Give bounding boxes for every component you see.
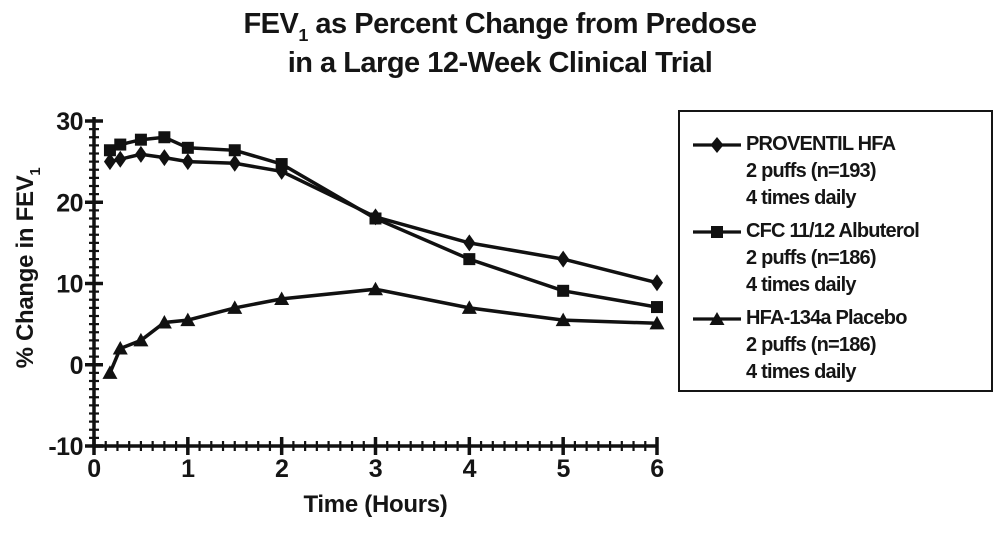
diamond-marker: [134, 145, 147, 163]
legend-series-detail: 4 times daily: [746, 274, 856, 296]
x-axis-label: Time (Hours): [303, 491, 448, 518]
square-marker: [369, 212, 382, 225]
legend-entry-1: CFC 11/12 Albuterol 2 puffs (n=186) 4 time…: [692, 218, 985, 299]
square-marker: [134, 133, 147, 146]
legend-square-marker-icon: [693, 226, 741, 238]
square-marker: [275, 158, 288, 171]
y-axis-label: % Change in FEV1: [12, 168, 44, 369]
chart-title-line2: in a Large 12-Week Clinical Trial: [287, 47, 713, 79]
triangle-marker: [133, 332, 149, 347]
diamond-marker: [181, 153, 194, 171]
series-line-0: [109, 152, 658, 285]
y-axis-label-text: % Change in FEV: [12, 175, 39, 369]
diamond-marker: [651, 274, 663, 292]
legend-series-detail: 2 puffs (n=193): [746, 160, 877, 182]
diamond-marker: [463, 234, 476, 252]
diamond-marker: [114, 150, 127, 168]
square-marker: [158, 131, 171, 144]
legend-series-detail: 4 times daily: [746, 187, 856, 209]
x-tick-label: 0: [87, 455, 100, 483]
title-fev: FEV: [243, 8, 299, 40]
x-tick-label: 2: [275, 455, 288, 483]
legend-text-0: PROVENTIL HFA 2 puffs (n=193) 4 times dail…: [746, 131, 985, 212]
legend-series-name: PROVENTIL HFA: [746, 133, 896, 155]
title-rest: as Percent Change from Predose: [307, 8, 757, 40]
triangle-marker: [461, 300, 477, 314]
x-tick-label: 6: [650, 455, 663, 483]
diamond-marker: [158, 149, 171, 167]
square-marker: [181, 141, 194, 154]
y-tick-label: -10: [48, 433, 83, 461]
legend-series-detail: 4 times daily: [746, 361, 856, 383]
x-tick-label: 1: [181, 455, 195, 483]
square-marker: [463, 253, 476, 266]
x-tick-label: 5: [556, 455, 570, 483]
triangle-marker: [102, 365, 118, 379]
chart-title-line1: FEV1 as Percent Change from Predose: [0, 5, 1000, 44]
legend-series-detail: 2 puffs (n=186): [746, 247, 877, 269]
legend-entry-2: HFA-134a Placebo 2 puffs (n=186) 4 times d…: [692, 305, 985, 386]
square-marker: [114, 138, 127, 151]
y-axis-label-subscript: 1: [27, 167, 44, 176]
legend-text-1: CFC 11/12 Albuterol 2 puffs (n=186) 4 time…: [746, 218, 985, 299]
y-tick-label: 30: [56, 108, 83, 136]
square-marker: [651, 301, 663, 314]
legend-diamond-marker-icon: [693, 137, 741, 153]
legend-series-name: CFC 11/12 Albuterol: [746, 220, 920, 242]
triangle-marker: [649, 315, 665, 330]
triangle-marker: [227, 300, 243, 314]
y-tick-label: 20: [56, 189, 83, 217]
square-marker: [228, 144, 241, 157]
x-tick-label: 3: [369, 455, 382, 483]
legend-entry-0: PROVENTIL HFA 2 puffs (n=193) 4 times dail…: [692, 131, 985, 212]
series-line-2: [108, 287, 658, 374]
title-fev-subscript: 1: [298, 25, 308, 46]
legend-text-2: HFA-134a Placebo 2 puffs (n=186) 4 times d…: [746, 305, 985, 386]
triangle-marker: [274, 291, 290, 305]
legend-triangle-marker-icon: [693, 312, 741, 325]
triangle-marker: [156, 315, 172, 329]
y-tick-label: 10: [56, 271, 83, 299]
chart-title: FEV1 as Percent Change from Predose in a…: [0, 5, 1000, 83]
triangle-marker: [555, 312, 571, 327]
diamond-marker: [228, 154, 241, 172]
x-tick-label: 4: [463, 455, 477, 483]
diamond-marker: [103, 153, 116, 171]
legend-series-name: HFA-134a Placebo: [746, 307, 907, 329]
triangle-marker: [112, 341, 128, 355]
y-tick-label: 0: [70, 352, 83, 380]
triangle-marker: [368, 281, 383, 296]
square-marker: [103, 144, 116, 157]
diamond-marker: [557, 250, 570, 268]
legend-box: PROVENTIL HFA 2 puffs (n=193) 4 times dail…: [678, 110, 993, 392]
legend-series-detail: 2 puffs (n=186): [746, 334, 877, 356]
triangle-marker: [180, 312, 196, 327]
square-marker: [557, 284, 570, 297]
